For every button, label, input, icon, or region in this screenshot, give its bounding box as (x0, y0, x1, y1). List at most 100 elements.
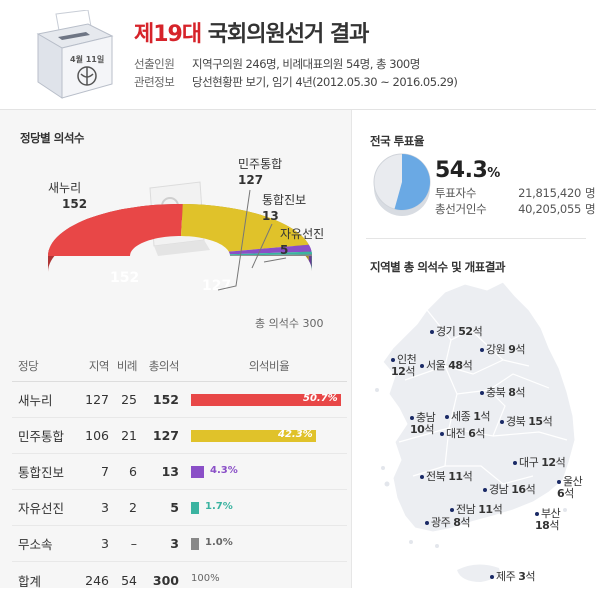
region-label[interactable]: 광주 8석 (425, 517, 470, 529)
voters-label: 투표자수 (435, 185, 507, 201)
party-name-cell: 무소속 (12, 534, 77, 553)
region-dot-icon (430, 330, 434, 334)
ratio-percent-label: 42.3% (278, 429, 313, 440)
region-dot-icon (440, 432, 444, 436)
region-dot-icon (513, 461, 517, 465)
region-seats-suffix: 석 (424, 423, 434, 436)
page-title: 제19대 국회의원선거 결과 (134, 16, 368, 48)
region-seats: 11 (478, 503, 492, 516)
proportional-seats-cell: 2 (109, 500, 137, 515)
proportional-seats-cell: – (109, 536, 137, 551)
ratio-bar-cell: 100% (179, 572, 347, 588)
party-label-jayu: 자유선진 5 (280, 226, 324, 258)
region-seats: 15 (528, 415, 542, 428)
region-dot-icon (500, 420, 504, 424)
ratio-bar-cell: 4.3% (179, 464, 347, 480)
party-label-minjoo: 민주통합 127 (238, 156, 282, 188)
segment-value-label: 152 (110, 270, 139, 286)
proportional-seats-cell: 25 (109, 392, 137, 407)
region-seats-suffix: 석 (480, 410, 490, 423)
region-seats-suffix: 석 (564, 487, 574, 500)
region-name: 전남 (456, 503, 475, 516)
region-seats-suffix: 석 (556, 456, 566, 469)
region-label[interactable]: 경북 15석 (500, 416, 552, 428)
electorate-unit: 명 (585, 202, 595, 216)
ratio-percent-label: 4.3% (210, 465, 238, 476)
col-party: 정당 (12, 358, 77, 374)
turnout-percent-unit: % (487, 166, 500, 181)
total-seats-cell: 3 (137, 536, 179, 551)
region-label[interactable]: 대전 6석 (440, 428, 485, 440)
region-label[interactable]: 경기 52석 (430, 326, 482, 338)
region-label[interactable]: 제주 3석 (490, 571, 535, 583)
region-seats: 10 (410, 423, 424, 436)
region-seats: 52 (458, 325, 472, 338)
divider (366, 238, 586, 239)
col-region: 지역 (77, 358, 109, 374)
region-dot-icon (535, 512, 539, 516)
region-label[interactable]: 전남 11석 (450, 504, 502, 516)
region-seats-suffix: 석 (473, 325, 483, 338)
party-label-seats: 13 (262, 208, 306, 224)
turnout-percent-value: 54.3 (435, 158, 487, 183)
total-seats-cell: 5 (137, 500, 179, 515)
region-dot-icon (425, 521, 429, 525)
region-dot-icon (410, 416, 414, 420)
region-dot-icon (480, 348, 484, 352)
info-value-link[interactable]: 당선현황판 보기, 임기 4년(2012.05.30 ~ 2016.05.29) (192, 75, 457, 89)
party-label-seats: 127 (238, 172, 282, 188)
ratio-percent-label: 1.7% (205, 501, 233, 512)
region-seats-suffix: 석 (405, 365, 415, 378)
ratio-bar-cell: 1.0% (179, 536, 347, 552)
region-name: 대전 (446, 427, 465, 440)
ballot-date-text: 4월 11일 (70, 54, 104, 64)
electorate-value: 40,205,055 (507, 202, 581, 216)
region-label[interactable]: 전북 11석 (420, 471, 472, 483)
ratio-bar (191, 502, 199, 514)
region-dot-icon (420, 364, 424, 368)
info-label: 선출인원 (134, 56, 192, 72)
title-rest: 국회의원선거 결과 (201, 22, 368, 47)
segment-value-label: 127 (202, 278, 231, 294)
region-label[interactable]: 대구 12석 (513, 457, 565, 469)
region-label[interactable]: 세종 1석 (445, 411, 490, 423)
total-seats-cell: 127 (137, 428, 179, 443)
region-label[interactable]: 충북 8석 (480, 387, 525, 399)
region-seats-suffix: 석 (526, 483, 536, 496)
region-dot-icon (420, 475, 424, 479)
total-seats-cell: 300 (137, 573, 179, 588)
region-seats: 12 (391, 365, 405, 378)
region-seats-suffix: 석 (463, 359, 473, 372)
ratio-bar-cell: 1.7% (179, 500, 347, 516)
korea-mainland-shape (383, 282, 575, 532)
region-label[interactable]: 서울 48석 (420, 360, 472, 372)
party-label-tonghap: 통합진보 13 (262, 192, 306, 224)
party-label-seats: 152 (48, 196, 87, 212)
region-name: 서울 (426, 359, 445, 372)
region-name: 대구 (519, 456, 538, 469)
region-label[interactable]: 강원 9석 (480, 344, 525, 356)
region-seats-suffix: 석 (463, 470, 473, 483)
region-name: 충북 (486, 386, 505, 399)
region-dot-icon (450, 508, 454, 512)
ratio-percent-label: 100% (191, 573, 220, 584)
region-seats-cell: 106 (77, 428, 109, 443)
region-label[interactable]: 경남 16석 (483, 484, 535, 496)
region-seats-cell: 3 (77, 500, 109, 515)
turnout-pie-chart (372, 152, 432, 220)
region-name: 제주 (496, 570, 515, 583)
ratio-bar (191, 466, 204, 478)
turnout-percent: 54.3% (435, 158, 500, 183)
title-highlight: 제19대 (134, 22, 201, 47)
